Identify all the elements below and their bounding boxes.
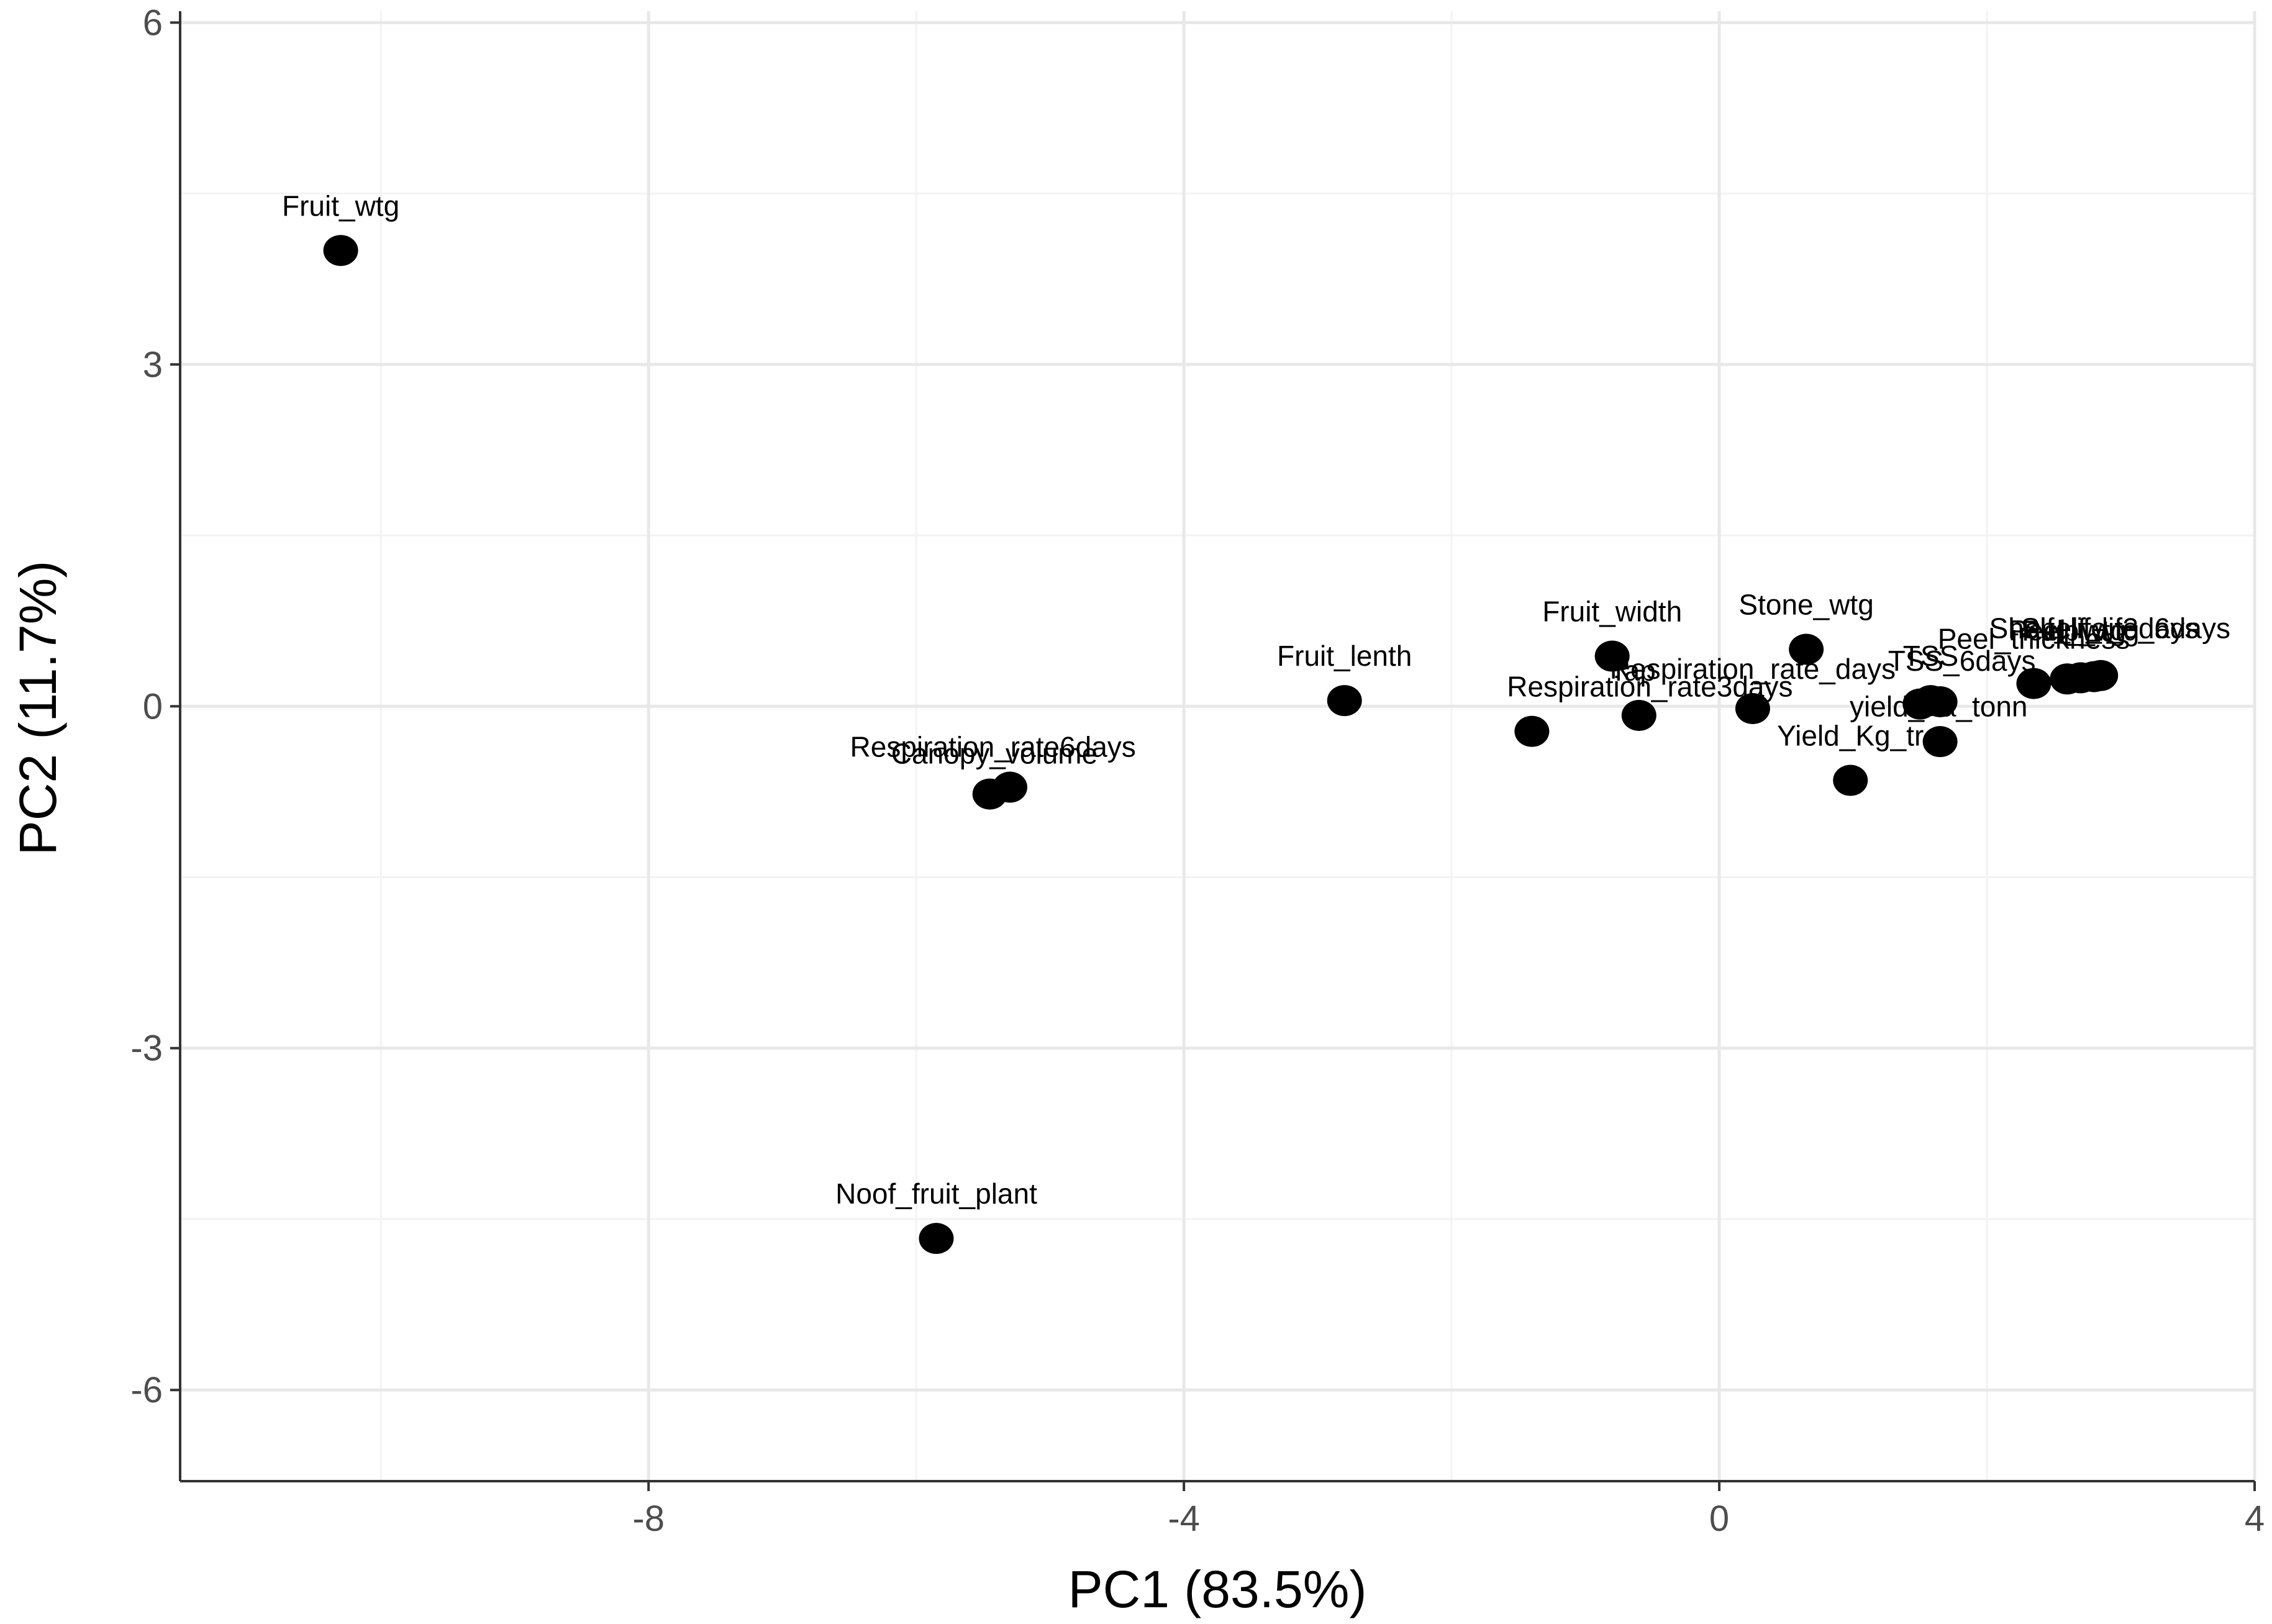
- y-tick-label: -6: [130, 1370, 163, 1410]
- point-label: Shelf_life_6days: [2020, 612, 2230, 645]
- point-label: Yield_Kg_tr: [1777, 720, 1924, 752]
- point-label: Respiration_rate3days: [1507, 671, 1793, 703]
- point-label: Pulp_wtg: [2022, 614, 2139, 646]
- scatter-point: [2016, 668, 2052, 699]
- point-label: Stone_wtg: [1738, 589, 1873, 621]
- y-tick-label: 0: [143, 686, 163, 727]
- x-tick-label: 4: [2245, 1499, 2265, 1539]
- point-label: Fruit_lenth: [1277, 640, 1412, 672]
- point-label: Respiration_rate_days: [1610, 653, 1896, 685]
- tick-marks: [170, 21, 2256, 1491]
- point-label: TSS: [1903, 640, 1958, 672]
- scatter-point: [1833, 764, 1868, 796]
- point-label: TSS_6days: [1888, 645, 2036, 677]
- scatter-point: [1922, 726, 1958, 758]
- point-labels: Fruit_wtg Noof_fruit_plant Respiration_rat…: [282, 189, 2230, 1210]
- point-label: Peel_wtg: [2009, 614, 2126, 646]
- point-label: Fruit_wtg: [282, 189, 399, 222]
- x-tick-label: -4: [1168, 1499, 1200, 1539]
- point-label: Shelf_life_3days: [1989, 612, 2199, 645]
- scatter-point: [1594, 640, 1630, 672]
- axes: [179, 11, 2255, 1482]
- y-tick-label: 6: [143, 2, 163, 43]
- point-label: yield_ha_tonn: [1850, 691, 2027, 723]
- x-tick-label: -8: [632, 1499, 665, 1539]
- data-points: [323, 235, 2119, 1254]
- scatter-point: [1789, 633, 1824, 665]
- scatter-point: [1735, 692, 1770, 724]
- y-tick-label: 3: [143, 345, 163, 385]
- scatter-point: [1514, 715, 1550, 747]
- scatter-point: [1922, 686, 1958, 717]
- scatter-point: [1327, 685, 1362, 717]
- point-label: Peel_thickness: [1938, 623, 2130, 655]
- x-tick-label: 0: [1709, 1499, 1729, 1539]
- point-label: Respiration_rate6days: [850, 731, 1136, 763]
- scatter-point: [1621, 699, 1656, 731]
- x-axis-title: PC1 (83.5%): [1068, 1560, 1367, 1618]
- tick-labels: -8 -4 0 4 -6 -3 0 3 6: [130, 2, 2265, 1539]
- major-gridlines: [180, 11, 2256, 1481]
- scatter-point: [919, 1223, 954, 1254]
- y-tick-label: -3: [130, 1028, 163, 1069]
- scatter-point: [993, 771, 1027, 803]
- y-axis-title: PC2 (11.7%): [9, 561, 67, 856]
- scatter-point: [323, 235, 358, 266]
- minor-gridlines: [180, 11, 2255, 1481]
- scatter-point: [2083, 660, 2119, 691]
- point-label: Tap: [1610, 655, 1656, 687]
- point-label: Canopy_volume: [891, 738, 1097, 770]
- point-label: Noof_fruit_plant: [835, 1177, 1037, 1210]
- point-label: Fruit_width: [1542, 596, 1682, 628]
